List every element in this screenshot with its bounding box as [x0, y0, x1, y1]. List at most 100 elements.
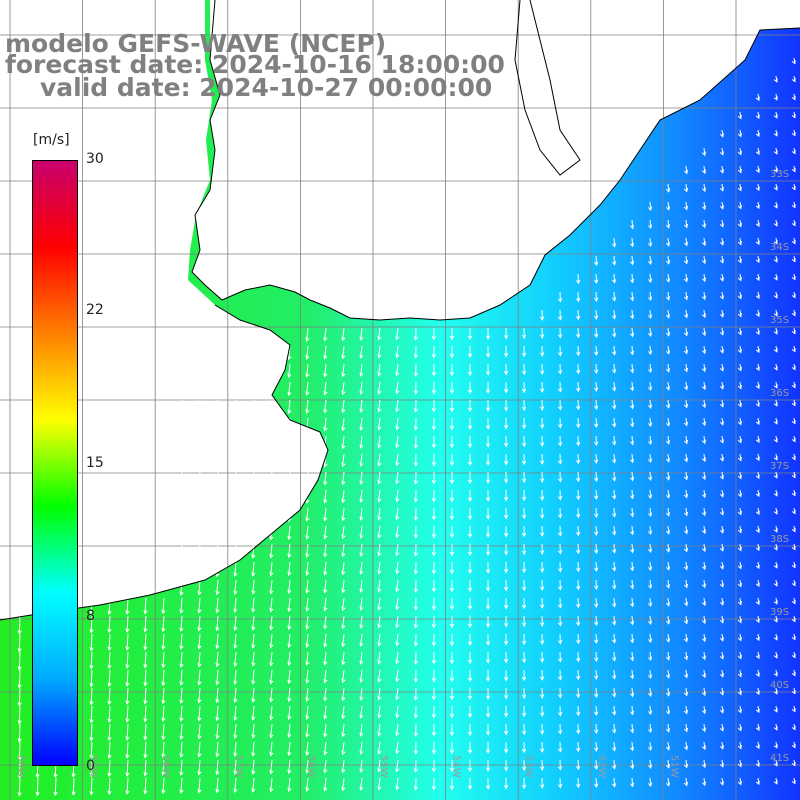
wind-arrow-head [251, 500, 256, 505]
wind-arrow [342, 615, 345, 629]
wind-arrow [360, 327, 363, 340]
wind-arrow-head [215, 536, 220, 542]
wind-arrow [126, 633, 129, 650]
wind-arrow [306, 687, 309, 701]
wind-arrow-head [719, 565, 724, 570]
wind-arrow-head [755, 474, 760, 480]
wind-arrow-head [485, 443, 491, 448]
wind-arrow-head [251, 698, 256, 703]
wind-arrow [378, 543, 381, 556]
wind-arrow-head [773, 366, 778, 371]
wind-arrow-head [323, 660, 328, 666]
wind-arrow [613, 327, 616, 337]
wind-arrow-head [359, 426, 364, 431]
wind-arrow-head [467, 767, 473, 772]
wind-arrow-head [611, 297, 617, 302]
wind-arrow-head [485, 623, 491, 628]
wind-arrow-head [449, 641, 455, 647]
wind-arrow [613, 399, 616, 409]
wind-arrow-head [359, 498, 364, 503]
wind-arrow [234, 579, 237, 595]
wind-arrow [234, 705, 237, 721]
wind-arrow-head [683, 583, 688, 589]
wind-arrow [90, 669, 93, 687]
wind-arrow-head [539, 388, 545, 393]
wind-arrow-head [539, 514, 545, 519]
wind-arrow [595, 777, 598, 787]
wind-arrow [360, 435, 363, 448]
wind-arrow [270, 723, 273, 738]
wind-arrow [306, 561, 309, 575]
wind-arrow [198, 759, 201, 775]
wind-arrow-head [737, 330, 742, 336]
wind-arrow [234, 435, 237, 451]
wind-arrow [342, 417, 345, 431]
wind-arrow [288, 615, 291, 630]
wind-arrow-head [161, 609, 166, 615]
wind-arrow [126, 687, 129, 704]
wind-arrow-head [575, 351, 581, 357]
wind-arrow [378, 435, 381, 448]
wind-arrow-head [233, 410, 238, 416]
wind-arrow [324, 633, 327, 647]
wind-arrow [162, 687, 165, 704]
wind-arrow-head [431, 768, 437, 773]
wind-arrow-head [503, 371, 509, 376]
wind-arrow [306, 597, 309, 611]
wind-arrow-head [179, 429, 184, 434]
wind-arrow-head [395, 335, 400, 341]
wind-arrow-head [575, 729, 581, 735]
wind-arrow-head [557, 460, 563, 465]
wind-arrow [270, 471, 273, 486]
wind-arrow-head [359, 732, 364, 737]
wind-arrow-head [377, 426, 382, 431]
wind-arrow-head [611, 351, 617, 356]
wind-arrow-head [755, 582, 760, 588]
wind-arrow-head [503, 641, 509, 646]
wind-arrow-head [251, 770, 256, 775]
wind-arrow-head [251, 482, 256, 487]
wind-arrow-head [269, 355, 274, 361]
wind-arrow-head [557, 748, 563, 753]
wind-arrow-head [647, 746, 653, 752]
wind-arrow [595, 471, 598, 481]
wind-arrow-head [611, 531, 617, 536]
wind-arrow-head [557, 622, 563, 627]
wind-arrow-head [791, 438, 796, 443]
lat-label: 39S [770, 607, 789, 618]
wind-arrow-head [701, 295, 706, 301]
wind-arrow-head [611, 477, 617, 482]
wind-arrow-head [179, 735, 184, 740]
wind-arrow-head [611, 495, 617, 500]
wind-arrow [324, 543, 327, 557]
wind-arrow-head [521, 640, 527, 646]
wind-arrow-head [575, 459, 581, 465]
wind-arrow [342, 327, 345, 341]
wind-arrow-head [467, 353, 473, 358]
wind-arrow [396, 327, 399, 340]
wind-arrow-head [575, 747, 581, 753]
wind-arrow-head [341, 336, 346, 342]
wind-arrow-head [683, 673, 688, 679]
wind-arrow-head [665, 530, 671, 535]
wind-arrow [306, 777, 309, 791]
wind-arrow [396, 705, 399, 718]
wind-arrow-head [359, 570, 364, 575]
wind-arrow [595, 489, 598, 499]
wind-arrow-head [683, 709, 688, 715]
wind-arrow-head [431, 462, 437, 467]
wind-arrow-head [737, 150, 742, 156]
wind-arrow-head [593, 333, 599, 338]
wind-arrow-head [107, 772, 112, 778]
wind-arrow-head [233, 428, 238, 434]
wind-arrow-head [287, 373, 292, 379]
wind-arrow-head [323, 498, 328, 504]
wind-arrow-head [287, 571, 292, 577]
wind-arrow-head [413, 444, 419, 449]
wind-arrow-head [233, 788, 238, 794]
wind-arrow-head [449, 533, 455, 539]
wind-arrow-head [737, 546, 742, 552]
wind-arrow [252, 381, 255, 396]
wind-arrow-head [683, 277, 688, 283]
wind-arrow [378, 669, 381, 682]
